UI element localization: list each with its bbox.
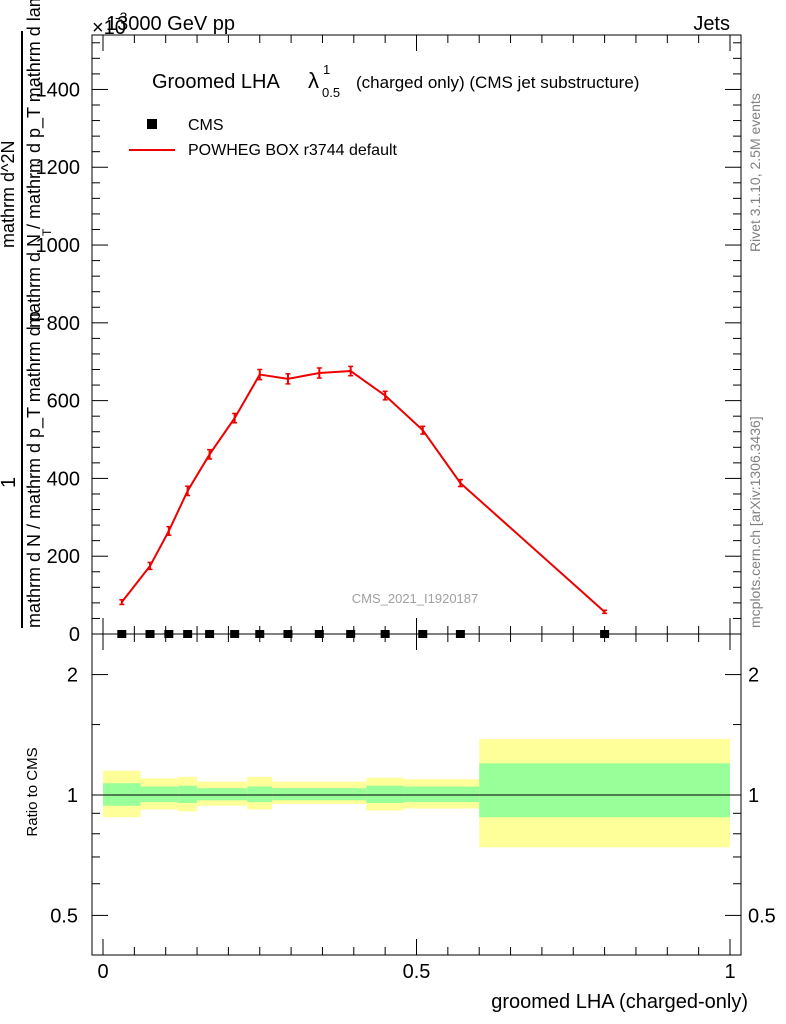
ratio-ytick-label-right-2: 2 bbox=[748, 665, 759, 687]
plot-title-suffix: (charged only) (CMS jet substructure) bbox=[356, 73, 639, 92]
main-ylabel-overlay: mathrm d^2N bbox=[0, 141, 18, 248]
plot-title-sub: 0.5 bbox=[322, 85, 340, 100]
main-ytick-label-3: 600 bbox=[47, 391, 80, 413]
ratio-inner-band-7 bbox=[403, 786, 480, 803]
main-ytick-label-2: 400 bbox=[47, 468, 80, 490]
x-axis-label: groomed LHA (charged-only) bbox=[491, 991, 748, 1013]
ratio-inner-band-8 bbox=[479, 763, 730, 818]
ratio-ytick-label-right-1: 1 bbox=[748, 785, 759, 807]
exponent-power: -3 bbox=[115, 9, 128, 25]
main-ylabel-lambda: mathrm d N / mathrm d p_T mathrm d lambd… bbox=[24, 0, 45, 328]
main-ytick-label-6: 1200 bbox=[36, 157, 81, 179]
ratio-ytick-label-right-0: 0.5 bbox=[748, 905, 776, 927]
ratio-inner-band-4 bbox=[247, 786, 273, 803]
rivet-version-label: Rivet 3.1.10, 2.5M events bbox=[747, 93, 763, 252]
main-ytick-label-4: 800 bbox=[47, 313, 80, 335]
main-ytick-label-5: 1000 bbox=[36, 235, 81, 257]
legend-cms-label: CMS bbox=[188, 117, 224, 134]
ratio-inner-band-5 bbox=[272, 788, 367, 801]
ratio-inner-band-3 bbox=[197, 788, 248, 801]
plot-title-sup: 1 bbox=[323, 62, 330, 77]
plot-title: Groomed LHA bbox=[152, 71, 280, 93]
main-ylabel-numerator: 1 bbox=[0, 477, 20, 488]
mcplots-label: mcplots.cern.ch [arXiv:1306.3436] bbox=[747, 416, 763, 628]
main-ylabel-denominator: mathrm d N / mathrm d p_T mathrm d p bbox=[24, 311, 45, 628]
ratio-ylabel: Ratio to CMS bbox=[24, 747, 41, 836]
x-tick-label-0: 0 bbox=[97, 961, 108, 983]
legend-cms-marker bbox=[147, 119, 157, 129]
x-tick-label-1: 0.5 bbox=[403, 961, 431, 983]
main-ytick-label-0: 0 bbox=[69, 624, 80, 646]
ratio-inner-band-2 bbox=[178, 785, 198, 803]
main-ytick-label-1: 200 bbox=[47, 546, 80, 568]
plot-title-symbol: λ bbox=[308, 68, 319, 93]
ratio-ytick-label-left-2: 2 bbox=[67, 665, 78, 687]
ratio-ytick-label-left-1: 1 bbox=[67, 785, 78, 807]
axes: 0 200 400 600 800 1000 1200 1400 0 0.5 1 0.5 0.5 1 1 2 2 bbox=[36, 34, 776, 983]
energy-label: 13000 GeV pp bbox=[106, 13, 235, 35]
analysis-watermark: CMS_2021_I1920187 bbox=[352, 591, 479, 606]
ratio-bands bbox=[92, 739, 741, 848]
process-label: Jets bbox=[693, 13, 730, 35]
main-ylabel-sub-t: T bbox=[40, 228, 54, 236]
ratio-inner-band-0 bbox=[103, 783, 141, 806]
powheg-line bbox=[121, 370, 606, 613]
main-ylabel: 1 mathrm d N / mathrm d p_T mathrm d p m… bbox=[0, 0, 54, 628]
exponent-label: ×10 bbox=[92, 17, 126, 39]
ratio-ytick-label-left-0: 0.5 bbox=[50, 905, 78, 927]
x-tick-label-2: 1 bbox=[724, 961, 735, 983]
main-ytick-label-7: 1400 bbox=[36, 79, 81, 101]
legend-powheg-label: POWHEG BOX r3744 default bbox=[188, 142, 398, 159]
ratio-inner-band-1 bbox=[140, 786, 179, 803]
ratio-inner-band-6 bbox=[366, 785, 404, 803]
